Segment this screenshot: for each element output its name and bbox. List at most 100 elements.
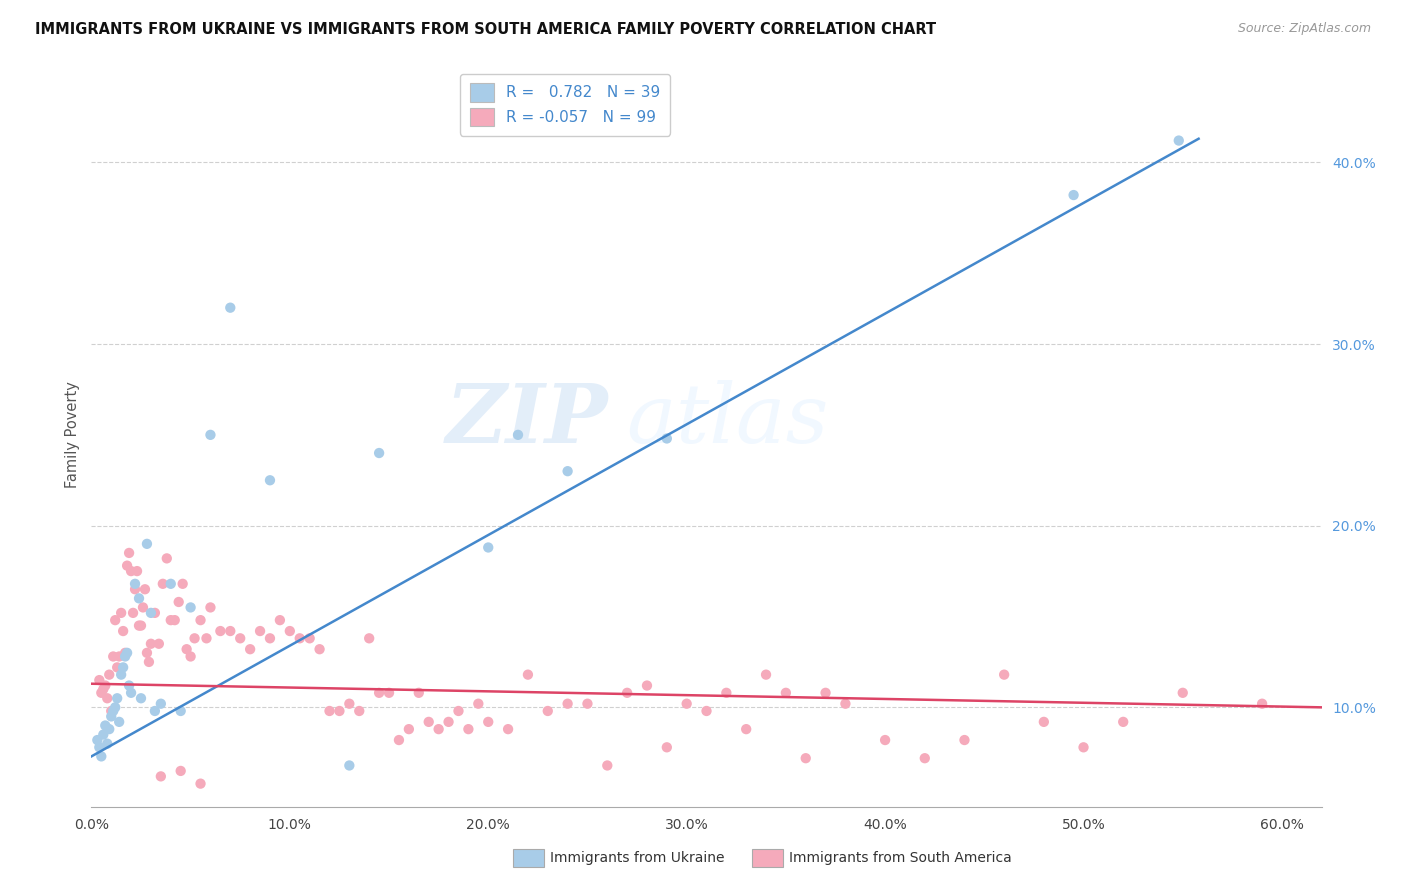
Point bbox=[100, 704, 122, 718]
Point bbox=[636, 679, 658, 693]
Point bbox=[91, 728, 114, 742]
Point bbox=[143, 704, 166, 718]
Text: IMMIGRANTS FROM UKRAINE VS IMMIGRANTS FROM SOUTH AMERICA FAMILY POVERTY CORRELAT: IMMIGRANTS FROM UKRAINE VS IMMIGRANTS FR… bbox=[35, 22, 936, 37]
Point bbox=[183, 632, 205, 646]
Point bbox=[953, 733, 976, 747]
Point bbox=[576, 697, 599, 711]
Point bbox=[125, 564, 148, 578]
Point bbox=[105, 691, 128, 706]
Point bbox=[259, 632, 281, 646]
Point bbox=[437, 714, 460, 729]
Point bbox=[1171, 686, 1194, 700]
Point bbox=[477, 541, 499, 555]
Point bbox=[115, 558, 138, 573]
Point bbox=[94, 679, 117, 693]
Point bbox=[298, 632, 321, 646]
Point bbox=[359, 632, 381, 646]
Point bbox=[90, 749, 112, 764]
Point bbox=[129, 691, 152, 706]
Point bbox=[89, 673, 111, 687]
Point bbox=[755, 667, 778, 681]
Point bbox=[172, 577, 194, 591]
Point bbox=[269, 613, 291, 627]
Point bbox=[506, 428, 529, 442]
Point bbox=[89, 740, 111, 755]
Point bbox=[98, 667, 121, 681]
Text: Immigrants from South America: Immigrants from South America bbox=[789, 851, 1011, 865]
Point bbox=[108, 714, 131, 729]
Point bbox=[152, 577, 174, 591]
Point bbox=[814, 686, 837, 700]
Point bbox=[86, 733, 108, 747]
Point bbox=[190, 777, 212, 791]
Point bbox=[114, 649, 136, 664]
Point bbox=[124, 582, 146, 597]
Point bbox=[120, 686, 142, 700]
Point bbox=[368, 446, 391, 460]
Point bbox=[195, 632, 218, 646]
Point bbox=[209, 624, 232, 638]
Point bbox=[537, 704, 560, 718]
Point bbox=[176, 642, 198, 657]
Point bbox=[149, 769, 172, 783]
Point bbox=[200, 428, 222, 442]
Point bbox=[278, 624, 301, 638]
Point bbox=[200, 600, 222, 615]
Point bbox=[170, 764, 193, 778]
Point bbox=[516, 667, 538, 681]
Point bbox=[156, 551, 179, 566]
Point bbox=[180, 600, 202, 615]
Point bbox=[259, 473, 281, 487]
Point bbox=[190, 613, 212, 627]
Point bbox=[103, 649, 125, 664]
Point bbox=[875, 733, 897, 747]
Point bbox=[108, 649, 131, 664]
Point bbox=[408, 686, 430, 700]
Point bbox=[94, 718, 117, 732]
Point bbox=[180, 649, 202, 664]
Point bbox=[98, 722, 121, 736]
Text: ZIP: ZIP bbox=[446, 380, 607, 460]
Point bbox=[794, 751, 817, 765]
Point bbox=[993, 667, 1015, 681]
Point bbox=[110, 667, 132, 681]
Point bbox=[249, 624, 271, 638]
Point bbox=[163, 613, 186, 627]
Point bbox=[90, 686, 112, 700]
Point bbox=[143, 606, 166, 620]
Point bbox=[129, 618, 152, 632]
Point bbox=[457, 722, 479, 736]
Point bbox=[655, 740, 678, 755]
Point bbox=[328, 704, 350, 718]
Point bbox=[124, 577, 146, 591]
Point bbox=[308, 642, 330, 657]
Point bbox=[1167, 134, 1189, 148]
Point bbox=[148, 637, 170, 651]
Point bbox=[716, 686, 738, 700]
Point bbox=[655, 432, 678, 446]
Point bbox=[114, 646, 136, 660]
Point bbox=[139, 637, 162, 651]
Y-axis label: Family Poverty: Family Poverty bbox=[65, 382, 80, 488]
Point bbox=[136, 646, 159, 660]
Point bbox=[1032, 714, 1054, 729]
Point bbox=[112, 660, 135, 674]
Point bbox=[91, 682, 114, 697]
Point bbox=[110, 606, 132, 620]
Point bbox=[418, 714, 440, 729]
Point bbox=[219, 301, 242, 315]
Point bbox=[398, 722, 420, 736]
Text: Immigrants from Ukraine: Immigrants from Ukraine bbox=[550, 851, 724, 865]
Text: Source: ZipAtlas.com: Source: ZipAtlas.com bbox=[1237, 22, 1371, 36]
Point bbox=[139, 606, 162, 620]
Point bbox=[167, 595, 190, 609]
Point bbox=[170, 704, 193, 718]
Text: atlas: atlas bbox=[627, 380, 830, 460]
Point bbox=[138, 655, 160, 669]
Point bbox=[112, 624, 135, 638]
Point bbox=[96, 691, 118, 706]
Legend: R =   0.782   N = 39, R = -0.057   N = 99: R = 0.782 N = 39, R = -0.057 N = 99 bbox=[460, 74, 669, 136]
Point bbox=[467, 697, 489, 711]
Point bbox=[118, 546, 141, 560]
Point bbox=[1251, 697, 1274, 711]
